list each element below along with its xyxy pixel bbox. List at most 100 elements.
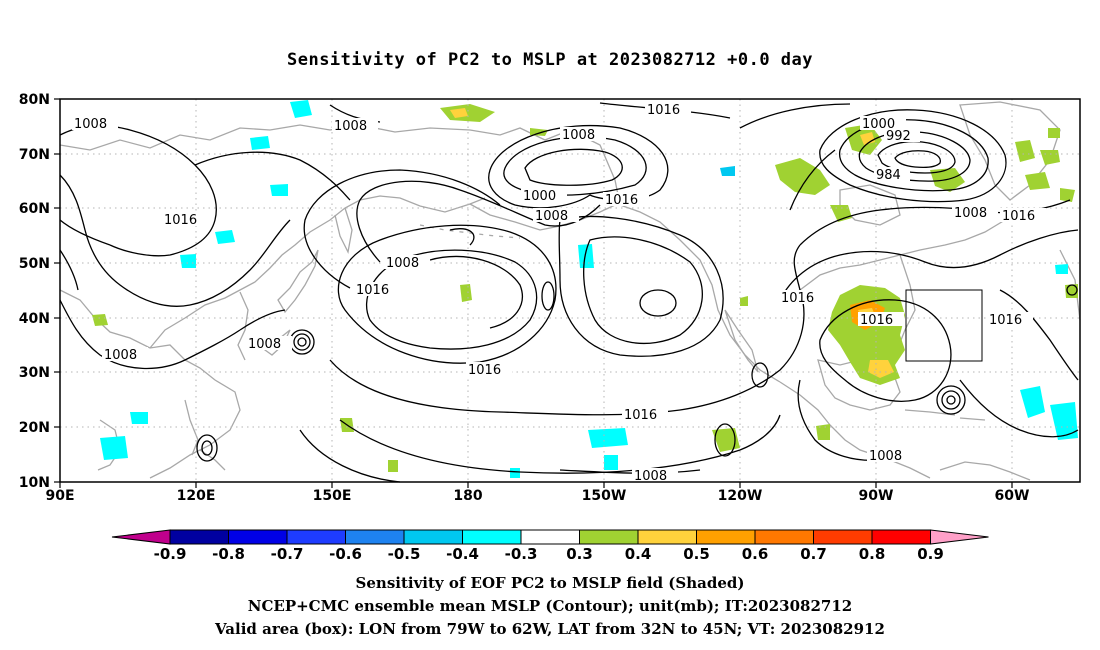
- lat-label: 40N: [19, 311, 50, 327]
- label-1016-b: 1016: [603, 192, 649, 208]
- colorbar-cell: [345, 529, 405, 545]
- caption-shading: Sensitivity of EOF PC2 to MSLP field (Sh…: [355, 574, 745, 592]
- colorbar-label: -0.6: [329, 545, 362, 563]
- map-panel: 1008 1008 1016 1008 1000 1008 1016 1016 …: [59, 98, 1081, 484]
- colorbar-label: -0.8: [212, 545, 245, 563]
- svg-text:1008: 1008: [334, 119, 367, 134]
- label-992: 992: [884, 128, 920, 144]
- svg-text:1008: 1008: [869, 449, 902, 464]
- lon-labels: 90E 120E 150E 180 150W 120W 90W 60W: [45, 488, 1029, 504]
- svg-text:1016: 1016: [164, 213, 197, 228]
- label-1008-f: 1008: [102, 347, 148, 363]
- svg-text:1016: 1016: [356, 283, 389, 298]
- label-1016-c: 1016: [162, 212, 208, 228]
- svg-text:984: 984: [876, 168, 901, 183]
- lat-label: 70N: [19, 147, 50, 163]
- lat-label: 10N: [19, 475, 50, 491]
- valid-area-box: [905, 289, 983, 362]
- svg-text:1008: 1008: [562, 128, 595, 143]
- colorbar-label: -0.9: [154, 545, 187, 563]
- colorbar-cell: [228, 529, 288, 545]
- label-984: 984: [874, 167, 910, 183]
- shade-pos-bering: [440, 104, 495, 122]
- colorbar-labels: -0.9 -0.8 -0.7 -0.6 -0.5 -0.4 -0.3 0.3 0.4 0.5 0.6…: [154, 545, 944, 563]
- svg-text:1016: 1016: [781, 291, 814, 306]
- colorbar-cell: [637, 529, 697, 545]
- colorbar-cell: [111, 529, 171, 545]
- colorbar-cell: [754, 529, 814, 545]
- lat-label: 80N: [19, 92, 50, 108]
- contour-labels: 1008 1008 1016 1008 1000 1008 1016 1016 …: [72, 102, 1046, 484]
- colorbar-cell: [871, 529, 931, 545]
- colorbar-label: 0.6: [742, 545, 769, 563]
- colorbar-cell: [286, 529, 346, 545]
- colorbar-label: 0.4: [625, 545, 652, 563]
- svg-text:1008: 1008: [248, 337, 281, 352]
- colorbar-cell: [462, 529, 522, 545]
- colorbar-label: 0.8: [859, 545, 886, 563]
- lon-label: 90W: [859, 488, 894, 504]
- colorbar-cell: [520, 529, 580, 545]
- label-1008-b: 1008: [332, 118, 378, 134]
- label-1016-f: 1016: [622, 407, 668, 423]
- label-1008-c: 1008: [560, 127, 606, 143]
- map-frame: [59, 98, 1081, 483]
- label-1008-d: 1008: [533, 208, 579, 224]
- label-1008-e: 1008: [384, 255, 430, 271]
- svg-text:1016: 1016: [989, 313, 1022, 328]
- caption-valid-area: Valid area (box): LON from 79W to 62W, L…: [215, 620, 885, 638]
- coastlines: [59, 101, 1081, 481]
- svg-text:1008: 1008: [634, 469, 667, 484]
- svg-text:1008: 1008: [954, 206, 987, 221]
- svg-text:992: 992: [886, 129, 911, 144]
- lat-label: 20N: [19, 420, 50, 436]
- colorbar-cell: [403, 529, 463, 545]
- label-1008-h: 1008: [632, 468, 678, 484]
- grid-lines: [60, 99, 1080, 482]
- lat-label: 30N: [19, 365, 50, 381]
- colorbar-cell: [579, 529, 639, 545]
- lon-label: 150W: [582, 488, 627, 504]
- svg-text:1008: 1008: [74, 117, 107, 132]
- colorbar-label: 0.9: [917, 545, 944, 563]
- colorbar-cell: [930, 529, 989, 545]
- label-1016-j: 1016: [987, 312, 1033, 328]
- label-1016-i: 1016: [858, 312, 904, 328]
- colorbar-label: -0.4: [446, 545, 479, 563]
- colorbar-label: 0.5: [683, 545, 710, 563]
- label-1008-j: 1008: [867, 448, 913, 464]
- svg-text:1016: 1016: [468, 363, 501, 378]
- shade-neg-pacific: [290, 100, 312, 118]
- colorbar-cell: [696, 529, 756, 545]
- label-1016-h: 1016: [779, 290, 825, 306]
- caption-contour: NCEP+CMC ensemble mean MSLP (Contour); u…: [247, 597, 853, 615]
- svg-text:1016: 1016: [605, 193, 638, 208]
- colorbar-label: -0.5: [388, 545, 421, 563]
- chart-title: Sensitivity of PC2 to MSLP at 2023082712…: [286, 50, 813, 70]
- label-1000-a: 1000: [521, 188, 567, 204]
- svg-text:1016: 1016: [624, 408, 657, 423]
- colorbar-label: -0.3: [505, 545, 538, 563]
- svg-text:1008: 1008: [104, 348, 137, 363]
- label-1008-a: 1008: [72, 116, 118, 132]
- svg-text:1016: 1016: [1002, 209, 1035, 224]
- lon-label: 150E: [313, 488, 352, 504]
- lat-label: 60N: [19, 201, 50, 217]
- lon-label: 90E: [45, 488, 74, 504]
- map-figure: 1008 1008 1016 1008 1000 1008 1016 1016 …: [19, 92, 1081, 563]
- colorbar-label: 0.7: [800, 545, 827, 563]
- lat-label: 50N: [19, 256, 50, 272]
- axis-ticks: [54, 98, 1013, 488]
- svg-text:1016: 1016: [647, 103, 680, 118]
- label-1016-a: 1016: [645, 102, 691, 118]
- label-1016-e: 1016: [466, 362, 512, 378]
- colorbar-cell: [813, 529, 873, 545]
- lon-label: 120W: [718, 488, 763, 504]
- lon-label: 60W: [995, 488, 1030, 504]
- label-1008-i: 1008: [952, 205, 998, 221]
- colorbar-cell: [169, 529, 229, 545]
- lon-label: 120E: [177, 488, 216, 504]
- shade-pos-canada: [775, 158, 830, 195]
- label-1016-d: 1016: [354, 282, 400, 298]
- label-1016-g: 1016: [1000, 208, 1046, 224]
